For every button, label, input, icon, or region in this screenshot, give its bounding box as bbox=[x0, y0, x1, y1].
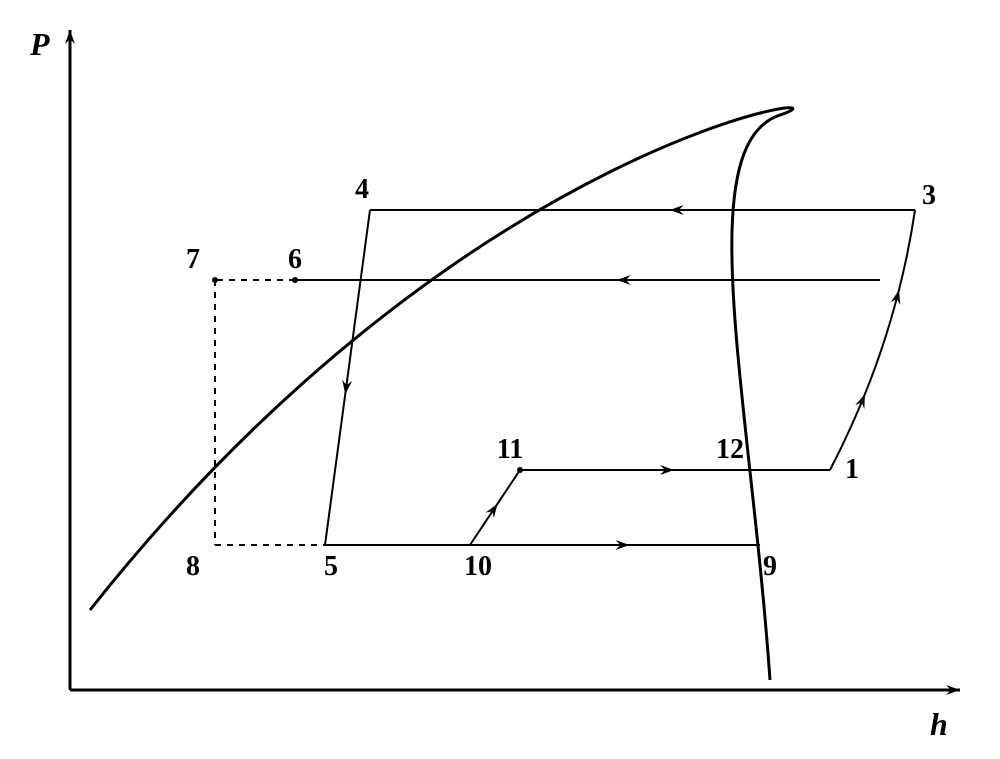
ph-diagram: Ph 1 3 4 5 6 7 8 9 10 11 12 bbox=[0, 0, 1000, 759]
state-label-8: 8 bbox=[186, 551, 200, 582]
state-label-6: 6 bbox=[288, 244, 302, 275]
phase-envelope-curve bbox=[90, 108, 793, 680]
state-dot-7 bbox=[212, 277, 218, 283]
state-label-12: 12 bbox=[716, 434, 744, 465]
state-label-4: 4 bbox=[355, 174, 369, 205]
state-dot-11 bbox=[517, 467, 523, 473]
state-label-10: 10 bbox=[464, 551, 492, 582]
state-dot-6 bbox=[292, 277, 298, 283]
segment-1-3 bbox=[830, 210, 915, 470]
state-label-11: 11 bbox=[497, 434, 523, 465]
state-label-3: 3 bbox=[922, 180, 936, 211]
segment-4-5 bbox=[325, 210, 370, 545]
y-axis-label: P bbox=[29, 26, 50, 62]
segment-10-11 bbox=[470, 470, 520, 545]
state-label-9: 9 bbox=[763, 551, 777, 582]
state-label-7: 7 bbox=[186, 244, 200, 275]
state-label-5: 5 bbox=[324, 551, 338, 582]
state-label-1: 1 bbox=[845, 454, 859, 485]
x-axis-label: h bbox=[930, 706, 948, 742]
